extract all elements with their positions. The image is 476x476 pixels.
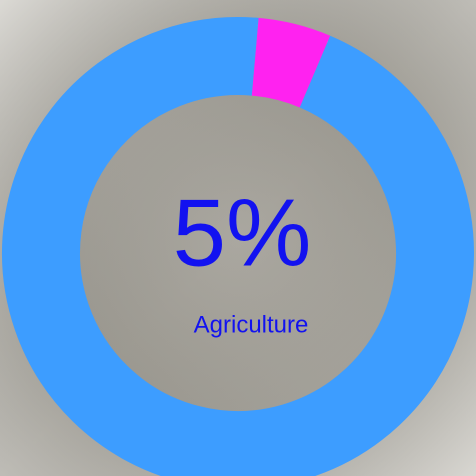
center-value: 5% — [173, 179, 312, 286]
chart: 5% Agriculture — [0, 0, 476, 476]
center-label: Agriculture — [194, 311, 309, 338]
donut-slice — [255, 57, 315, 72]
